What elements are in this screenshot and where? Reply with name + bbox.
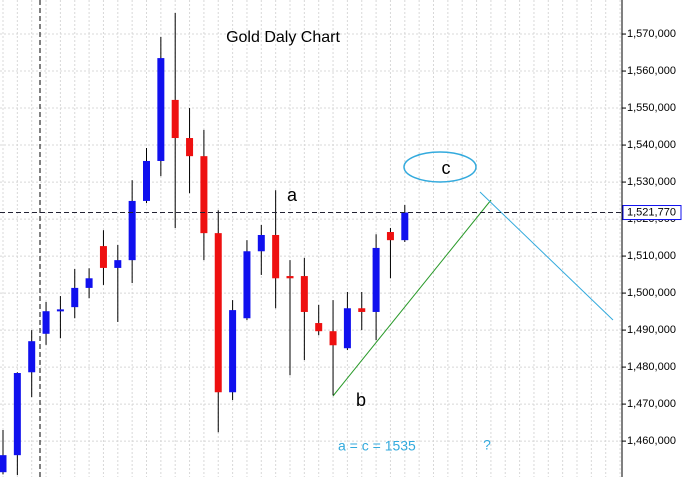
y-tick-label: 1,460,000 — [627, 435, 676, 447]
candle-body — [128, 200, 136, 261]
y-tick-label: 1,480,000 — [627, 361, 676, 373]
annotation: b — [356, 390, 366, 410]
y-tick-label: 1,540,000 — [627, 139, 676, 151]
candle-body — [71, 287, 79, 308]
annotation: ? — [483, 437, 491, 453]
candle-body — [401, 212, 409, 241]
y-tick-label: 1,510,000 — [627, 250, 676, 262]
candle-body — [186, 138, 194, 157]
candle-body — [243, 251, 251, 319]
candle-body — [372, 247, 380, 312]
chart-title: Gold Daly Chart — [226, 29, 340, 46]
candle-body — [229, 310, 237, 393]
y-tick-label: 1,500,000 — [627, 287, 676, 299]
y-tick-label: 1,470,000 — [627, 398, 676, 410]
projection-line — [479, 191, 614, 321]
candle-body — [85, 278, 93, 288]
candle-body — [157, 58, 165, 161]
candle-body — [386, 232, 394, 241]
annotation: c — [442, 158, 451, 178]
candle-body — [272, 234, 280, 279]
y-tick-label: 1,550,000 — [627, 102, 676, 114]
candle-body — [200, 156, 208, 234]
candle-body — [143, 160, 150, 201]
y-tick-label: 1,530,000 — [627, 176, 676, 188]
candle-body — [171, 99, 179, 139]
candle-body — [329, 331, 337, 346]
candle-body — [343, 308, 351, 349]
y-tick-label: 1,570,000 — [627, 28, 676, 40]
candle-body — [286, 276, 294, 279]
annotation: a = c = 1535 — [338, 438, 416, 454]
candle-body — [13, 373, 21, 456]
highlight-ellipse — [403, 151, 477, 183]
y-tick-label: 1,560,000 — [627, 65, 676, 77]
candle-body — [214, 233, 222, 393]
trend-line — [332, 199, 492, 397]
current-price-label: 1,521,770 — [627, 206, 676, 218]
candle-body — [114, 260, 122, 268]
candle-body — [42, 311, 50, 334]
current-price-box — [622, 205, 682, 221]
candle-body — [0, 455, 7, 473]
candle-body — [56, 309, 64, 312]
candle-body — [28, 341, 36, 373]
y-tick-label: 1,490,000 — [627, 324, 676, 336]
candle-body — [99, 246, 107, 268]
candle-body — [315, 323, 323, 332]
candle-body — [257, 234, 265, 252]
candle-body — [358, 308, 366, 312]
candle-body — [300, 276, 308, 312]
annotation: a — [287, 185, 298, 205]
